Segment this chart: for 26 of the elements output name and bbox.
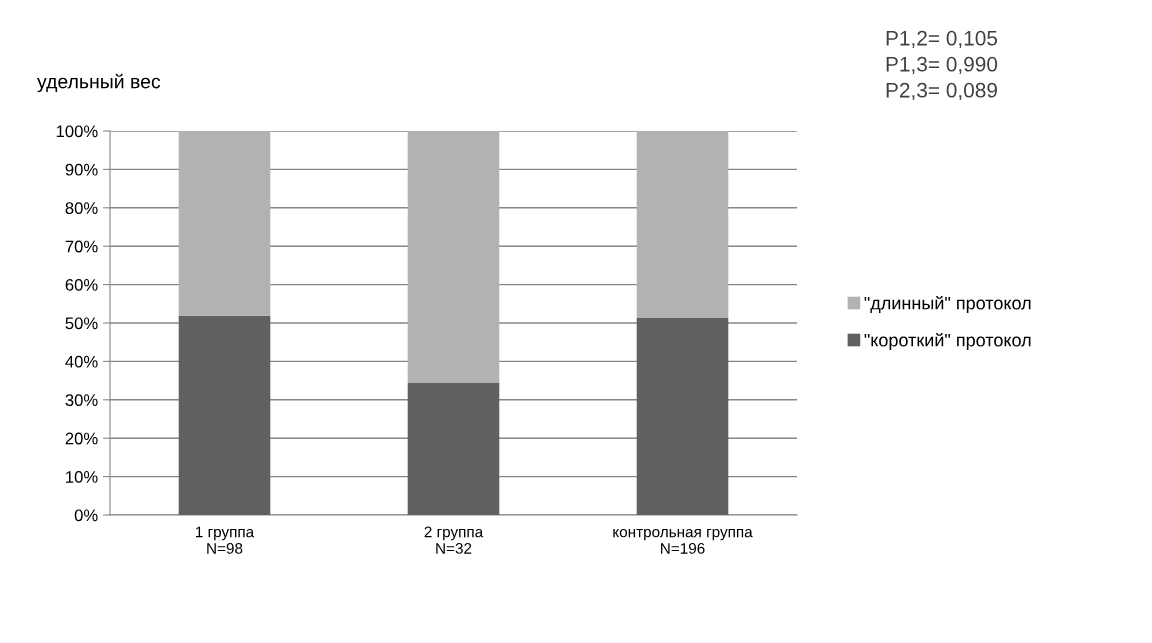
bar: [407, 382, 500, 515]
legend-label: "длинный" протокол: [864, 295, 1031, 314]
bar: [636, 131, 729, 319]
text: P2,3= 0,089: [886, 82, 997, 101]
bar: [636, 318, 729, 515]
legend-label: "короткий" протокол: [864, 332, 1031, 351]
y-tick-label: 50%: [65, 317, 98, 330]
x-tick-label: контрольная группа N=196: [613, 528, 753, 554]
y-axis-title: удельный вес: [37, 73, 161, 93]
x-tick-label: 1 группа N=98: [196, 526, 255, 554]
y-tick-label: 60%: [65, 279, 98, 291]
y-tick-label: 40%: [65, 355, 98, 368]
y-tick-label: 10%: [66, 471, 98, 483]
y-tick-label: 0%: [74, 509, 98, 522]
text: P1,3= 0,990: [886, 56, 998, 75]
y-tick-label: 70%: [65, 240, 98, 253]
bar: [178, 131, 271, 316]
y-tick-label: 100%: [56, 125, 98, 138]
y-tick-label: 80%: [65, 202, 98, 214]
bar: [407, 131, 500, 383]
y-tick-label: 90%: [65, 163, 98, 176]
x-tick-label: 2 группа N=32: [424, 526, 484, 554]
bar: [178, 315, 271, 515]
text: P1,2= 0,105: [886, 30, 998, 49]
y-tick-label: 20%: [65, 432, 98, 445]
y-tick-label: 30%: [65, 394, 98, 406]
